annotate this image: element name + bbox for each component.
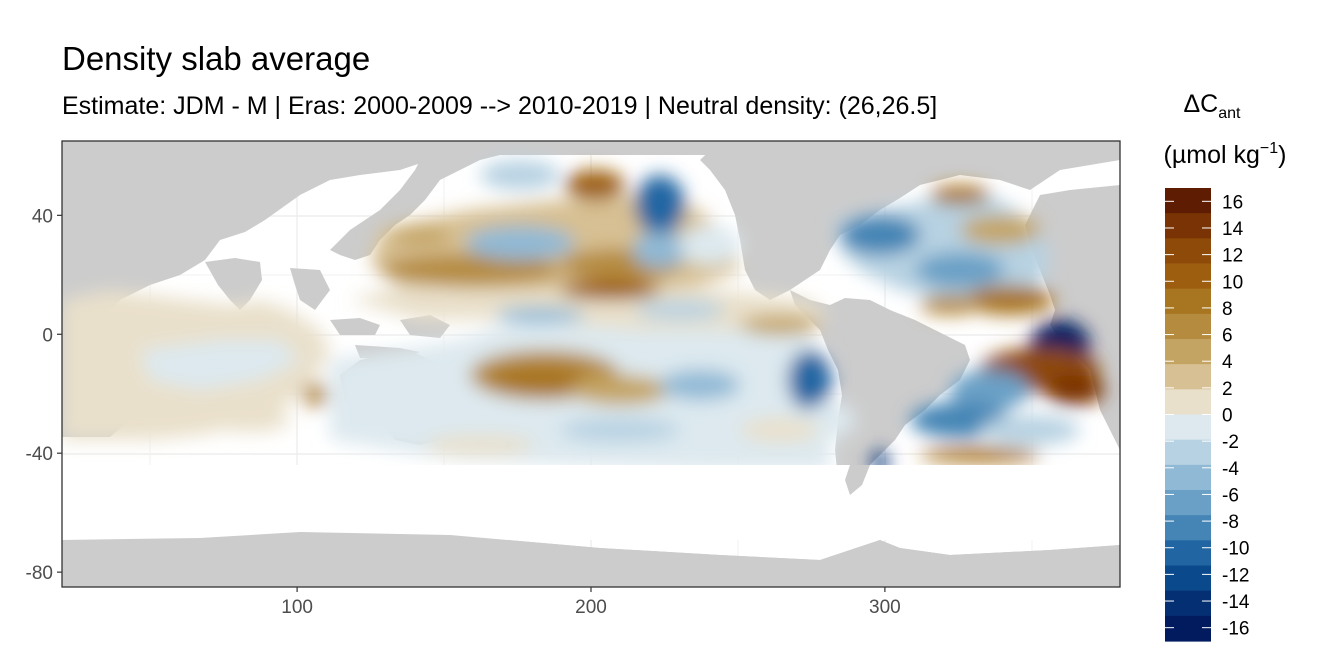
- colorbar-swatch: [1165, 213, 1211, 239]
- colorbar-label: 6: [1222, 326, 1233, 347]
- y-tick-label: -80: [26, 563, 53, 584]
- colorbar-label: -2: [1222, 432, 1239, 453]
- x-tick-label: 200: [575, 597, 607, 618]
- colorbar-label: -14: [1222, 592, 1250, 613]
- y-tick-label: 0: [42, 325, 53, 346]
- colorbar-swatch: [1165, 414, 1211, 441]
- colorbar-label: -4: [1222, 459, 1239, 480]
- legend-title: ΔCant: [1183, 90, 1241, 122]
- colorbar-swatch: [1165, 238, 1211, 265]
- colorbar-swatch: [1165, 364, 1211, 390]
- colorbar-label: 10: [1222, 272, 1243, 293]
- colorbar-swatch: [1165, 288, 1211, 315]
- colorbar-label: -10: [1222, 539, 1249, 560]
- colorbar-label: -6: [1222, 485, 1239, 506]
- legend-unit: (µmol kg−1): [1164, 140, 1287, 169]
- colorbar-label: -8: [1222, 512, 1239, 533]
- chart-title: Density slab average: [62, 40, 371, 77]
- x-axis: 100 200 300: [281, 587, 901, 618]
- colorbar-swatch: [1165, 565, 1211, 592]
- y-tick-label: 40: [32, 206, 53, 227]
- colorbar-swatch: [1165, 439, 1211, 466]
- colorbar: [1165, 188, 1211, 642]
- land-south: [62, 465, 1120, 587]
- colorbar-swatch: [1165, 339, 1211, 365]
- colorbar-swatch: [1165, 389, 1211, 416]
- legend: ΔCant (µmol kg−1) 16 14 12 10 8 6 4 2 0 -2 -4 -6 -8 -…: [1164, 90, 1287, 642]
- colorbar-label: -12: [1222, 565, 1249, 586]
- colorbar-swatch: [1165, 515, 1211, 541]
- colorbar-label: 4: [1222, 352, 1233, 373]
- ocean-field: [62, 160, 1105, 474]
- colorbar-label: 8: [1222, 299, 1233, 320]
- colorbar-swatch: [1165, 590, 1211, 617]
- colorbar-swatch: [1165, 263, 1211, 290]
- colorbar-label: -16: [1222, 619, 1249, 640]
- colorbar-swatch: [1165, 490, 1211, 516]
- colorbar-label: 2: [1222, 379, 1233, 400]
- chart-subtitle: Estimate: JDM - M | Eras: 2000-2009 --> …: [62, 92, 938, 120]
- colorbar-swatch: [1165, 540, 1211, 567]
- southern-ocean-mask: [62, 465, 1120, 540]
- colorbar-labels: 16 14 12 10 8 6 4 2 0 -2 -4 -6 -8 -10 -12 -14 -16: [1165, 192, 1250, 640]
- x-tick-label: 300: [869, 597, 901, 618]
- colorbar-label: 0: [1222, 406, 1233, 427]
- y-tick-label: -40: [26, 444, 53, 465]
- colorbar-label: 12: [1222, 246, 1243, 267]
- colorbar-swatch: [1165, 464, 1211, 491]
- y-axis: 40 0 -40 -80: [26, 206, 62, 584]
- colorbar-label: 14: [1222, 219, 1244, 240]
- colorbar-swatch: [1165, 615, 1211, 642]
- x-tick-label: 100: [281, 597, 313, 618]
- colorbar-label: 16: [1222, 192, 1243, 213]
- colorbar-swatch: [1165, 313, 1211, 340]
